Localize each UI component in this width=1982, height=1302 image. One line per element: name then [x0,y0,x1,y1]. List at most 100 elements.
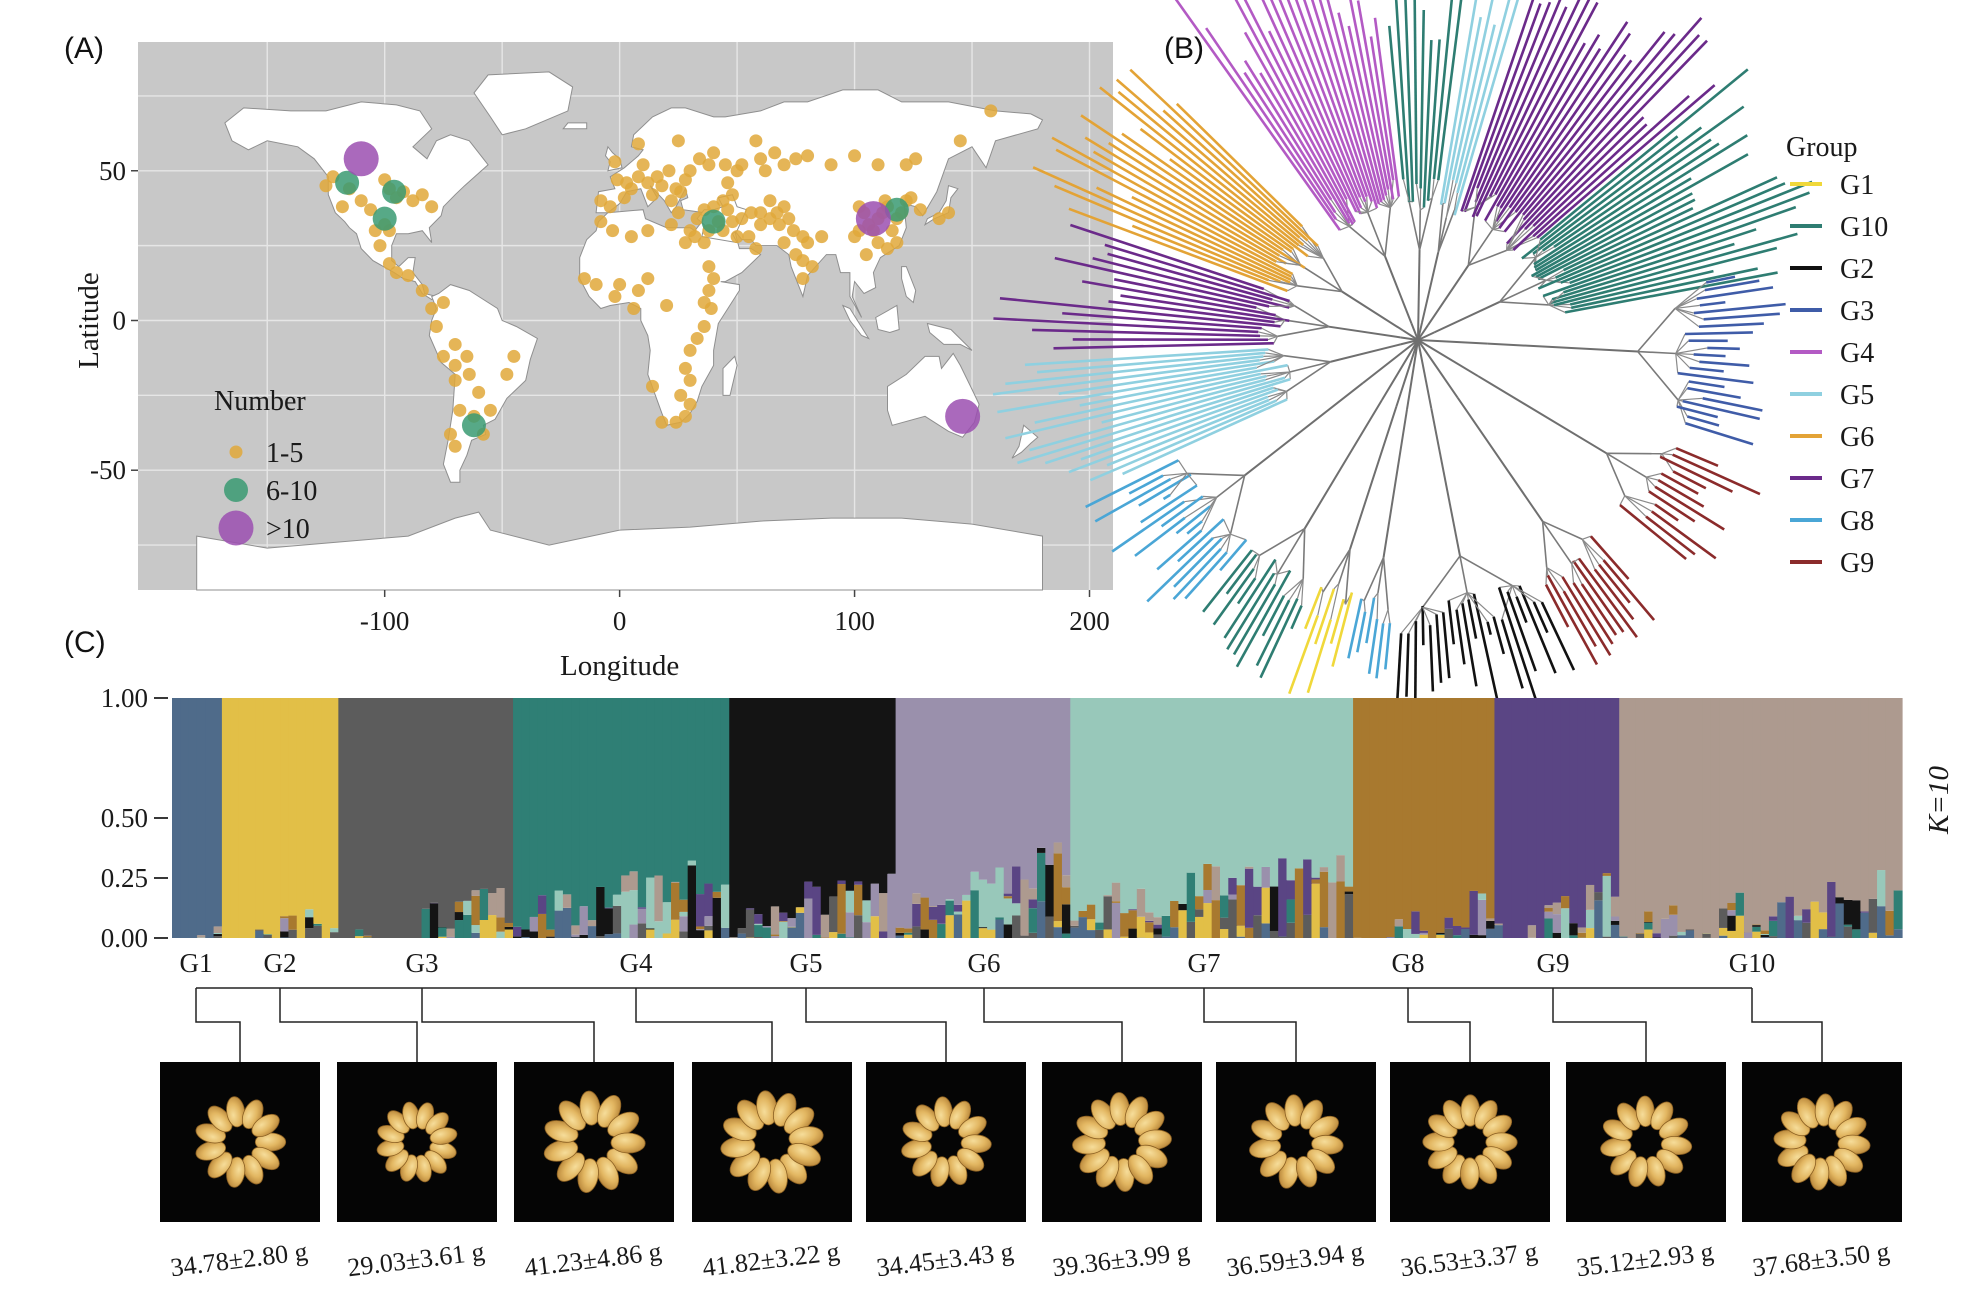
admixture-bar-segment [912,893,922,904]
tree-twig [1677,399,1686,424]
admixture-bar-segment [1170,900,1179,928]
admixture-bar-segment [1818,912,1828,930]
admixture-bar-segment [787,918,797,927]
tree-leaf-g10 [1426,39,1441,201]
admixture-bar-segment [1885,910,1895,936]
tree-stem [1384,255,1413,324]
panel-a-label: (A) [64,32,104,65]
admixture-bar-segment [1885,698,1895,911]
point-1-5 [871,158,885,172]
group-label-g5: G5 [790,948,823,978]
admixture-bar-segment [1261,923,1271,938]
admixture-bar-segment [1610,896,1620,917]
tree-leaf-g5 [1089,399,1277,482]
tree-leaf-g4 [1205,27,1338,220]
point-1-5 [448,358,462,372]
land-philippines [901,266,917,304]
tree-twig [1422,606,1437,615]
admixture-bar-segment [920,897,930,930]
tree-leaf-g9 [1589,535,1630,580]
admixture-bar-segment [928,919,938,938]
admixture-bar-segment [579,906,589,935]
admixture-bar-segment [837,884,847,934]
tree-twig [1226,534,1232,553]
tree-legend-label: G3 [1840,296,1874,327]
admixture-bar-segment [1003,924,1013,938]
tree-leaf-g4 [1243,0,1348,200]
tree-leaf-g5 [992,358,1260,396]
admixture-bar-segment [987,698,997,884]
admixture-bar-segment [903,928,913,933]
tree-leaf-g8 [1356,611,1367,653]
tree-stem [1456,397,1544,522]
tree-leaf-g7 [1508,32,1632,209]
group-connector [983,988,1123,1062]
k-value-label: K=10 [1923,766,1955,835]
point-1-5 [603,200,617,214]
admixture-bar-segment [1868,898,1878,933]
tree-leaf-g6 [1162,109,1309,242]
admixture-bar-segment [1677,698,1687,932]
admixture-bar-segment [1419,932,1429,935]
tree-leaf-g9 [1659,455,1734,493]
tree-twig [1484,220,1494,230]
tree-leaf-g2 [1540,601,1576,671]
admixture-bar-segment [1086,919,1096,931]
tree-leaf-g9 [1577,557,1638,638]
point-6-10 [701,209,726,234]
tree-leaf-g10 [1555,176,1778,279]
admixture-bar-segment [388,698,398,938]
tree-twig [1360,207,1369,213]
tree-internal-branch [1382,557,1389,610]
admixture-bar-segment [1244,698,1254,867]
admixture-bar-segment [1411,698,1421,912]
tree-internal-branch [1384,207,1392,257]
tree-leaf-g3 [1685,331,1753,336]
admixture-bar-segment [1602,936,1612,938]
admixture-bar-segment [313,925,323,938]
admixture-bar-segment [1868,932,1878,938]
group-label-g3: G3 [406,948,439,978]
admixture-bar-segment [1153,917,1163,925]
tree-leaf-g4 [1278,0,1362,198]
admixture-bar-segment [446,698,456,929]
admixture-bar-segment [1669,698,1679,906]
admixture-bar-segment [679,916,689,932]
land-indonesia-a [841,304,870,340]
point-1-5 [742,230,756,244]
admixture-bar-segment [854,884,863,916]
admixture-bar-segment [1577,698,1587,928]
tree-leaf-g8 [1375,623,1385,679]
admixture-bar-segment [1278,936,1288,938]
tree-leaf-g10 [1530,153,1749,278]
admixture-bar-segment [1028,899,1038,909]
admixture-bar-segment [770,934,780,937]
tree-internal-branch [1277,325,1330,338]
tree-twig [1624,495,1647,518]
admixture-bar-segment [1037,698,1046,848]
admixture-bar-segment [1195,698,1204,897]
admixture-bar-segment [571,934,581,937]
tree-internal-branch [1259,527,1306,556]
tree-leaf-g7 [1496,34,1601,208]
tree-internal-branch [1344,549,1351,605]
admixture-bar-segment [1619,937,1629,938]
admixture-bar-segment [1802,922,1812,938]
point-1-5 [624,182,638,196]
admixture-bar-segment [579,934,589,938]
admixture-bar-segment [695,930,705,938]
admixture-bar-segment [579,698,589,907]
admixture-bar-segment [305,698,314,910]
tree-twig [1511,585,1518,597]
tree-leaf-g8 [1128,474,1164,495]
map-ytick-label: -50 [90,455,126,485]
tree-twig [1507,585,1513,593]
admixture-bar-segment [1145,920,1155,923]
admixture-bar-segment [496,931,506,938]
admixture-bar-segment [1585,928,1595,938]
admixture-bar-segment [1560,908,1570,938]
thousand-kernel-weight: 34.45±3.43 g [875,1237,1015,1283]
admixture-bar-segment [1544,905,1554,909]
point-1-5 [636,158,650,172]
admixture-bar-segment [1843,924,1853,927]
